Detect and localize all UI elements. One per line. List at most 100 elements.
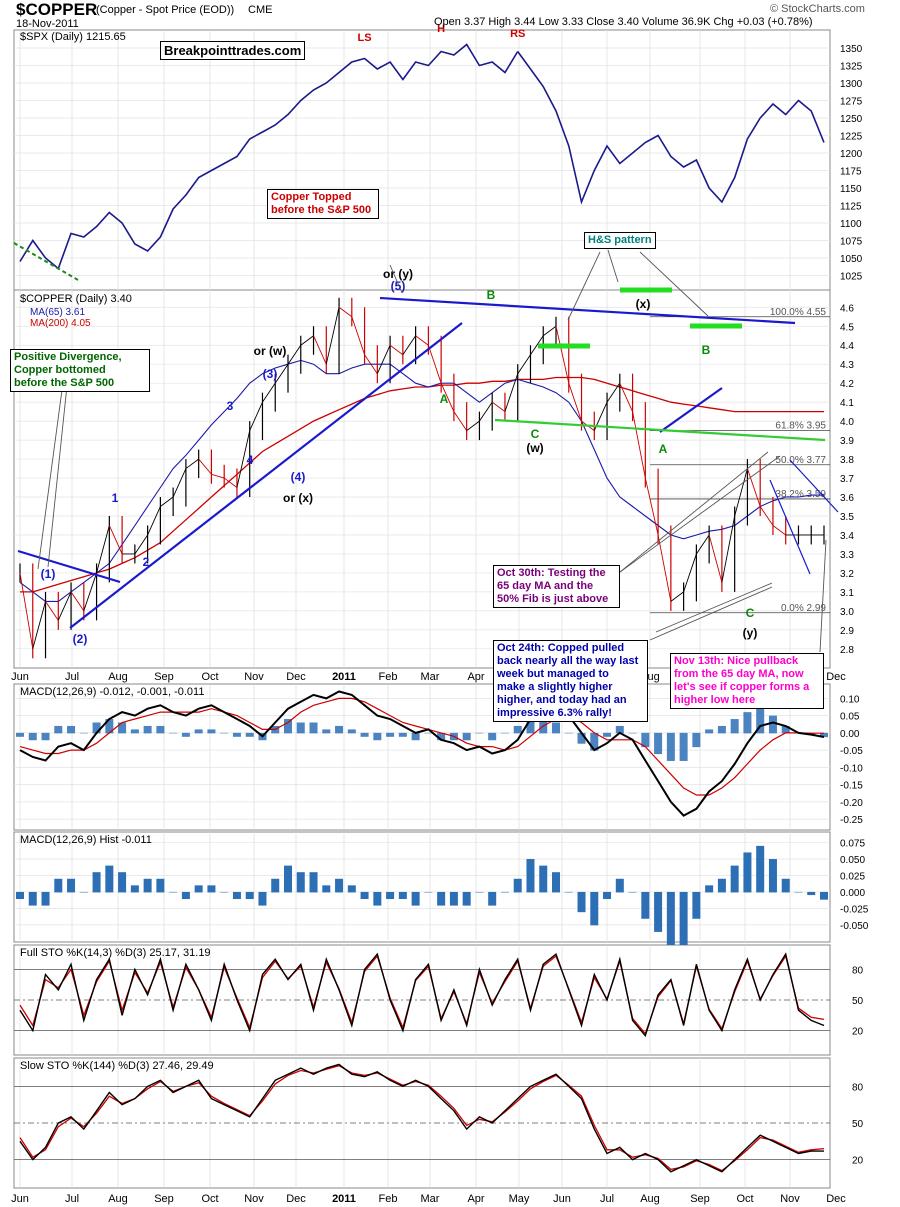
macd-hist-bar [641,891,650,919]
nov13-note: Nov 13th: Nice pullback from the 65 day … [670,653,824,709]
note-line: higher, and today had an [497,694,627,706]
x-tick-label: Dec [826,671,846,683]
macd-hist-bar [462,891,471,906]
x-tick-label: Jun [11,671,29,683]
copper-price-line [19,572,34,649]
x-tick-label: May [509,1193,530,1205]
note-line: back nearly all the way last [497,655,639,667]
macd-hist-bar [130,729,139,734]
y-tick-label: 2.8 [840,645,854,656]
chart-exchange: CME [248,4,273,16]
wave-label: (4) [291,470,306,484]
y-tick-label: 3.6 [840,493,854,504]
positive-divergence-note: Positive Divergence, Copper bottomed bef… [10,349,150,392]
wave-label: (5) [391,279,406,293]
copper-price-line [287,344,302,365]
copper-price-line [504,373,519,412]
macd-hist-bar [794,891,803,893]
macd-hist-bar [743,852,752,893]
macd-hist-bar [41,891,50,906]
x-tick-label: Feb [379,671,398,683]
y-tick-label: 1300 [840,79,863,90]
spx-divergence-line [13,242,79,281]
macd-hist-bar [411,891,420,906]
copper-price-line [759,506,774,526]
macd-legend: MACD(12,26,9) -0.012, -0.001, -0.011 [20,686,204,698]
macd-hist-bar [220,891,229,893]
macd-hist-bar [67,878,76,893]
y-tick-label: -0.25 [840,815,863,826]
note-line: Positive Divergence, [14,351,122,363]
spx-legend: $SPX (Daily) 1215.65 [20,31,126,43]
copper-price-line [351,316,365,355]
macd-hist-bar [679,891,688,946]
full_sto-legend: Full STO %K(14,3) %D(3) 25.17, 31.19 [20,947,211,959]
x-tick-label: 2011 [332,671,356,683]
copper-price-line [402,335,416,355]
y-tick-label: 0.000 [840,888,865,899]
full_sto-d-line [19,954,825,1036]
macd-hist-bar [526,859,535,893]
macd-hist-bar [820,891,828,900]
y-tick-label: 1075 [840,237,863,248]
attribution: © StockCharts.com [770,3,865,15]
macd-hist-bar [654,891,663,932]
y-tick-label: 3.1 [840,588,854,599]
neckline-line [494,418,826,442]
y-tick-label: 4.0 [840,417,854,428]
x-tick-label: Feb [379,1193,398,1205]
macd-hist-bar [437,891,446,906]
note-line: Copper bottomed [14,364,106,376]
macd-hist-bar [309,722,318,734]
y-tick-label: 1125 [840,202,862,213]
macd-hist-bar [360,891,369,900]
macd-hist-bar [488,732,497,741]
macd-hist-bar [590,891,599,926]
copper-price-line [479,401,493,422]
y-tick-label: 3.0 [840,607,854,618]
trendline [659,387,723,433]
macd-hist-bar [245,891,254,900]
x-tick-label: Jun [11,1193,29,1205]
y-tick-label: 4.3 [840,360,854,371]
macd-hist-bar [28,732,37,741]
macd-hist-bar [730,865,739,893]
copper-price-line [160,496,174,507]
macd-hist-bar [335,725,344,734]
macd-hist-bar [118,722,127,734]
copper-price-line [313,335,327,365]
macd-hist-bar [666,891,675,946]
y-tick-label: 3.9 [840,436,854,447]
x-tick-label: Sep [690,1193,710,1205]
macd-hist-bar [820,732,828,738]
y-tick-label: 50 [852,1119,864,1130]
callout-line [639,251,709,317]
wave-label: (w) [526,441,543,455]
full_sto-k-line [19,952,825,1038]
macd-hist-bar [666,732,675,761]
macd-hist-bar [424,732,433,734]
macd-hist-bar [564,732,573,734]
macd-signal-line [19,697,824,796]
macd-frame [13,683,831,831]
macd-hist-bar [500,732,509,734]
x-tick-label: Dec [286,671,306,683]
macd-hist-bar [194,729,203,734]
copper-price-line [415,335,429,346]
note-line: make a slightly higher [497,681,613,693]
wave-label: 3 [227,399,234,413]
macd-hist-bar [615,878,624,893]
spx-hs-label: H [437,23,445,35]
macd-hist-bar [181,732,190,737]
fib-level-label: 38.2% 3.59 [775,489,826,500]
y-tick-label: 1350 [840,44,863,55]
macd-hist-bar [717,878,726,893]
note-line: Nov 13th: Nice pullback [674,655,799,667]
macd-hist-bar [577,732,586,744]
macd-hist-bar [92,722,101,734]
y-tick-label: 3.7 [840,474,854,485]
macd-hist-bar [207,729,216,734]
macd-hist-bar [169,891,178,893]
x-tick-label: Sep [154,1193,174,1205]
copper-price-line [427,345,442,384]
